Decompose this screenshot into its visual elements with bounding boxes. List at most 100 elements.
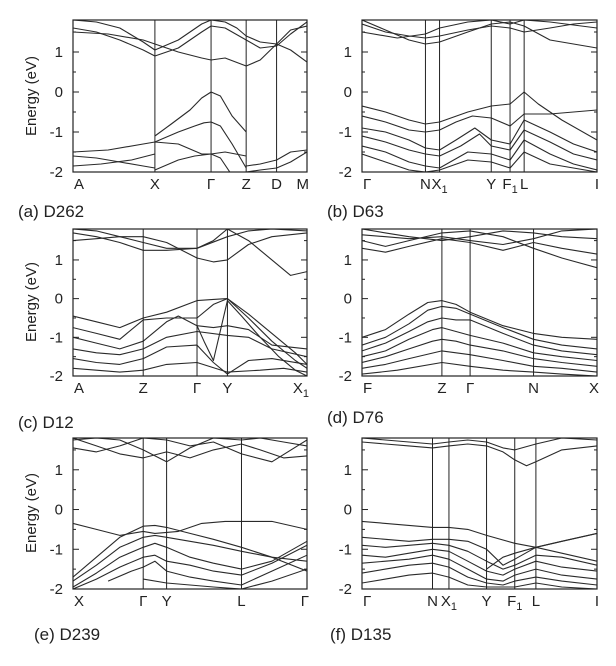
band-line: [73, 438, 307, 459]
band-line: [154, 91, 247, 137]
band-line: [73, 534, 307, 582]
y-axis-label: Energy (eV): [23, 262, 40, 342]
ytick-label: -2: [339, 164, 352, 181]
band-line: [73, 520, 307, 536]
band-line: [73, 540, 307, 588]
ytick-label: 0: [344, 84, 352, 101]
kpoint-label: F: [363, 380, 372, 397]
ytick-label: -2: [339, 581, 352, 598]
panel-b: Γ N X1 Y F1 L I 1 0 -1 -2 (b) D63: [327, 19, 599, 221]
band-lines: [73, 438, 307, 589]
ytick-label: 0: [55, 502, 63, 519]
panel-d: F Z Γ N X 1 0 -1 -2 (d) D76: [327, 228, 599, 427]
band-line: [362, 91, 597, 141]
ytick-label: 1: [55, 44, 63, 61]
kpoint-label: X1: [441, 593, 457, 613]
band-line: [73, 438, 307, 463]
ytick-label: -1: [339, 124, 352, 141]
ytick-label: -1: [50, 541, 63, 558]
panel-f: Γ N X1 Y F1 L I 1 0 -1 -2 (f) D135: [330, 437, 599, 644]
ytick-label: -2: [50, 581, 63, 598]
ytick-label: -2: [339, 368, 352, 385]
plot-frame: [361, 228, 598, 377]
band-line: [362, 300, 597, 340]
kpoint-label: Γ: [363, 176, 371, 193]
band-line: [362, 441, 597, 467]
panel-caption: (d) D76: [327, 408, 384, 427]
kpoint-label: Γ: [207, 176, 215, 193]
band-line: [362, 327, 597, 362]
ytick-label: 0: [55, 291, 63, 308]
plot-frame: [361, 19, 598, 173]
band-line: [73, 232, 307, 263]
band-line: [362, 109, 597, 133]
band-line: [362, 139, 597, 171]
kpoint-label: Z: [139, 380, 148, 397]
kpoint-label: Y: [482, 593, 492, 610]
band-lines: [362, 229, 597, 376]
panel-a: A X Γ Z D M 1 0 -1 -2 Energy (eV) (a) D262: [18, 19, 309, 221]
band-line: [362, 151, 597, 172]
band-lines: [73, 229, 307, 376]
kpoint-label: Z: [242, 176, 251, 193]
band-line: [73, 141, 247, 157]
band-lines: [362, 438, 597, 589]
plot-frame: [72, 228, 308, 377]
kpoint-label: N: [420, 176, 431, 193]
kpoint-label: F1: [507, 593, 522, 613]
band-line: [362, 119, 597, 153]
plot-frame: [72, 437, 308, 590]
band-line: [73, 315, 307, 350]
band-line: [362, 317, 597, 356]
kpoint-label: Γ: [466, 380, 474, 397]
ytick-label: -1: [50, 124, 63, 141]
ytick-label: -1: [50, 329, 63, 346]
band-line: [362, 20, 597, 39]
ytick-label: -2: [50, 164, 63, 181]
band-line: [362, 21, 597, 39]
kpoint-label: X: [74, 593, 84, 610]
band-line: [362, 562, 597, 586]
kpoint-subscript: 1: [451, 601, 457, 613]
band-line: [73, 229, 307, 276]
band-line: [362, 338, 597, 367]
band-line: [362, 548, 597, 576]
band-line: [107, 554, 307, 586]
ytick-label: -2: [50, 368, 63, 385]
band-line: [73, 298, 307, 369]
kpoint-label: Γ: [139, 593, 147, 610]
band-line: [154, 153, 231, 172]
panel-caption: (b) D63: [327, 202, 384, 221]
kpoint-label: Γ: [301, 593, 309, 610]
panel-caption: (c) D12: [18, 413, 74, 432]
ytick-label: 1: [55, 252, 63, 269]
kpoint-label: X1: [431, 176, 447, 196]
band-line: [73, 524, 307, 578]
kpoint-label: N: [528, 380, 539, 397]
kpoint-label: N: [427, 593, 438, 610]
ytick-label: 1: [344, 44, 352, 61]
kpoint-label: L: [520, 176, 528, 193]
band-line: [154, 121, 247, 169]
panel-caption: (a) D262: [18, 202, 84, 221]
band-line: [362, 305, 597, 350]
y-axis-label: Energy (eV): [23, 56, 40, 136]
band-line: [362, 554, 597, 582]
band-line: [73, 438, 307, 463]
kpoint-subscript: 1: [303, 388, 309, 400]
kpoint-label: L: [237, 593, 245, 610]
kpoint-label: X: [589, 380, 599, 397]
band-line: [362, 542, 597, 570]
ytick-label: 0: [344, 502, 352, 519]
plot-frame: [72, 19, 308, 173]
ytick-label: 0: [55, 84, 63, 101]
band-line: [362, 129, 597, 161]
plot-frame: [361, 437, 598, 590]
band-line: [73, 298, 307, 365]
band-lines: [362, 20, 597, 172]
band-line: [486, 532, 597, 570]
kpoint-label: Y: [222, 380, 232, 397]
kpoint-label: F1: [502, 176, 517, 196]
